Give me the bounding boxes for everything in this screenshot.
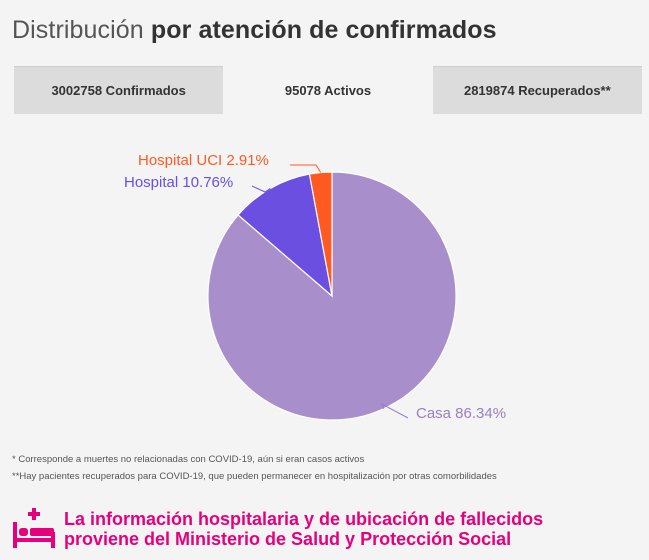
label-casa: Casa 86.34% (416, 405, 506, 422)
info-banner: La información hospitalaria y de ubicaci… (12, 507, 642, 551)
banner-line-1: La información hospitalaria y de ubicaci… (64, 509, 544, 529)
label-hospital: Hospital 10.76% (124, 174, 233, 191)
tab-activos[interactable]: 95078 Activos (223, 66, 433, 114)
tab-activos-label: 95078 Activos (284, 82, 372, 98)
tab-confirmados-label: 3002758 Confirmados (51, 83, 186, 98)
leader-casa (381, 402, 409, 419)
tab-recuperados-label: 2819874 Recuperados** (463, 83, 611, 98)
footnote-1: * Corresponde a muertes no relacionadas … (12, 454, 365, 465)
tab-bar: 3002758 Confirmados 95078 Activos 281987… (14, 66, 642, 114)
pie-chart: Casa 86.34% Hospital 10.76% Hospital UCI 2… (124, 152, 506, 422)
leader-hospital-uci (290, 164, 322, 173)
title-regular: Distribución (12, 16, 144, 44)
footnote-2: **Hay pacientes recuperados para COVID-1… (12, 471, 497, 482)
hospital-bed-icon (13, 508, 55, 548)
tab-confirmados[interactable]: 3002758 Confirmados (14, 66, 224, 114)
leader-hospital (251, 185, 271, 193)
banner-line-2: proviene del Ministerio de Salud y Prote… (64, 529, 512, 549)
banner-text: La información hospitalaria y de ubicaci… (64, 509, 644, 549)
page-title: Distribución por atención de confirmados (12, 16, 497, 45)
tab-recuperados[interactable]: 2819874 Recuperados** (432, 66, 642, 114)
label-hospital-uci: Hospital UCI 2.91% (138, 152, 269, 169)
title-bold: por atención de confirmados (150, 16, 497, 44)
slice-hospital (237, 173, 333, 298)
